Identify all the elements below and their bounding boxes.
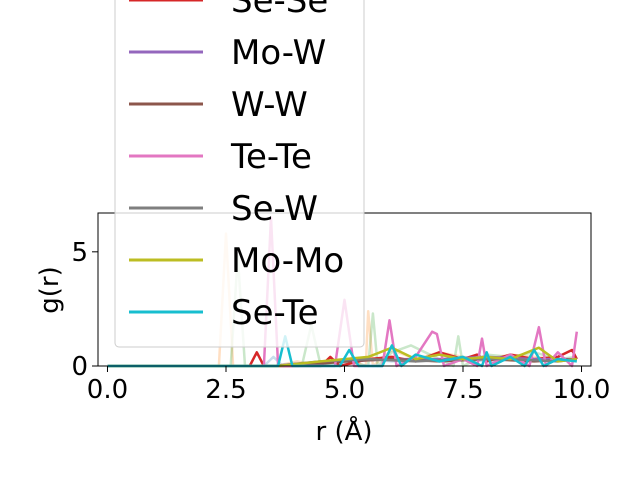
series-line-9 [107,346,577,368]
legend-label: Te-Te [230,137,312,177]
x-axis: 0.0 2.5 5.0 7.5 10.0 [87,366,611,405]
x-tick-label: 5.0 [324,375,365,405]
legend-label: Mo-W [231,33,326,73]
legend-label: Se-Se [231,0,328,21]
x-tick-label: 0.0 [87,375,128,405]
legend-label: Mo-Mo [231,241,344,281]
y-tick-label: 0 [71,352,88,382]
y-axis: 05 [71,238,98,382]
y-axis-label: g(r) [35,266,65,313]
legend: Se-Se Mo-W W-W Te-Te Se-W Mo-Mo Se-Te [114,0,365,348]
x-axis-label: r (Å) [315,415,372,447]
x-tick-label: 2.5 [205,375,246,405]
x-tick-label: 10.0 [553,375,611,405]
x-tick-label: 7.5 [442,375,483,405]
legend-label: Se-Te [231,293,319,333]
legend-label: W-W [231,85,308,125]
legend-label: Se-W [231,189,318,229]
y-tick-label: 5 [71,238,88,268]
